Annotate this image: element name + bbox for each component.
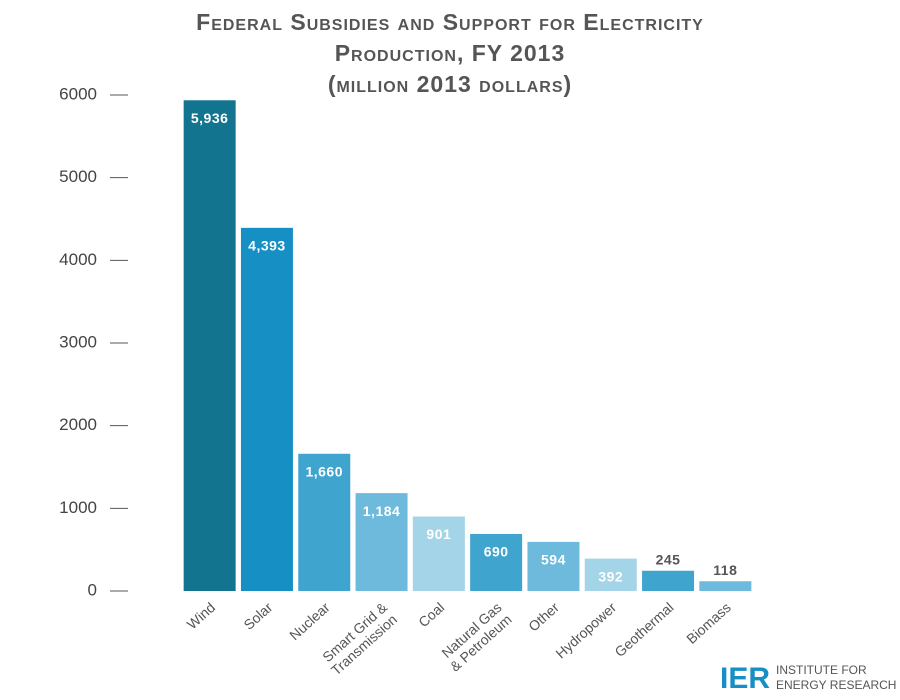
value-label: 4,393 [248, 238, 286, 254]
chart-title: (million 2013 dollars) [328, 71, 572, 97]
value-label: 245 [656, 551, 681, 567]
y-tick-label: 6000 [59, 84, 97, 103]
bar [240, 227, 293, 591]
x-tick-label: Wind [184, 599, 218, 632]
x-tick-label: Nuclear [286, 599, 333, 643]
y-tick-label: 3000 [59, 332, 97, 351]
value-label: 594 [541, 552, 566, 568]
bar [584, 558, 637, 591]
logo-mark: IER [720, 662, 770, 695]
y-tick-label: 4000 [59, 250, 97, 269]
y-tick-label: 1000 [59, 498, 97, 517]
bar [412, 516, 465, 591]
chart-title: Federal Subsidies and Support for Electr… [196, 9, 704, 35]
bar [642, 570, 695, 591]
bar [470, 533, 523, 591]
x-tick-label: Other [525, 599, 562, 635]
y-tick-label: 5000 [59, 167, 97, 186]
bar [527, 541, 580, 591]
y-tick-label: 0 [88, 580, 97, 599]
logo-text: INSTITUTE FOR [776, 663, 867, 677]
bar [699, 581, 752, 591]
x-tick-label: Hydropower [552, 599, 619, 662]
value-label: 1,660 [305, 463, 343, 479]
bar [298, 453, 351, 591]
x-tick-label: Coal [415, 599, 447, 630]
value-label: 901 [426, 526, 451, 542]
value-label: 118 [713, 562, 737, 578]
value-label: 690 [484, 544, 509, 560]
x-tick-label: Biomass [683, 599, 734, 647]
value-label: 5,936 [191, 110, 229, 126]
y-tick-label: 2000 [59, 415, 97, 434]
bar [355, 493, 408, 591]
value-label: 1,184 [363, 503, 401, 519]
x-tick-label: Geothermal [611, 599, 676, 660]
value-label: 392 [598, 568, 623, 584]
x-tick-label: Solar [240, 599, 275, 633]
chart-title: Production, FY 2013 [335, 40, 566, 66]
bar [183, 100, 236, 592]
logo-text: ENERGY RESEARCH [776, 678, 896, 692]
